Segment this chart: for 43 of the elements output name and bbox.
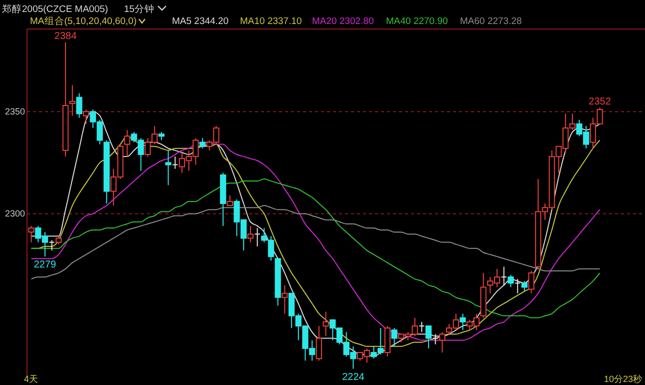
chart-title: 郑醇2005(CZCE MA005) bbox=[2, 3, 108, 15]
candlestick bbox=[247, 225, 254, 243]
candlestick bbox=[28, 225, 34, 243]
candlestick bbox=[124, 130, 130, 158]
y-tick-label: 2350 bbox=[4, 106, 25, 117]
chart-subtitle: 15分钟 bbox=[124, 3, 155, 15]
candlestick bbox=[418, 321, 425, 333]
line-series bbox=[30, 178, 600, 318]
candlestick bbox=[500, 266, 507, 286]
annotation: 2384 bbox=[54, 31, 78, 42]
candlestick bbox=[199, 138, 206, 149]
candlestick bbox=[226, 194, 233, 206]
candlestick bbox=[172, 156, 178, 170]
annotation: 2279 bbox=[34, 260, 57, 271]
candlestick bbox=[83, 109, 90, 124]
annotation: 4天 bbox=[24, 374, 38, 384]
candlestick bbox=[316, 325, 322, 362]
text: 10分23秒 bbox=[604, 374, 642, 384]
candlestick bbox=[282, 284, 288, 314]
candlestick bbox=[521, 280, 528, 292]
candlestick bbox=[76, 92, 82, 118]
annotation: 2352 bbox=[588, 96, 612, 108]
text: MA40 2270.90 bbox=[386, 16, 448, 27]
y-tick-label: 2300 bbox=[4, 208, 25, 219]
candlestick bbox=[460, 313, 466, 331]
candlestick bbox=[508, 274, 514, 288]
candlestick bbox=[528, 270, 534, 294]
candlestick bbox=[439, 332, 446, 354]
candlestick bbox=[48, 240, 55, 251]
candlestick bbox=[432, 334, 438, 345]
candlestick bbox=[69, 84, 76, 116]
candlestick bbox=[254, 227, 260, 247]
candlestick bbox=[425, 325, 432, 349]
candlestick bbox=[322, 311, 329, 337]
text: MA10 2337.10 bbox=[240, 16, 302, 27]
text: MA组合(5,10,20,40,60,0) bbox=[30, 15, 137, 27]
text: MA20 2302.80 bbox=[312, 16, 374, 27]
candlestick bbox=[391, 328, 398, 347]
candlestick bbox=[165, 150, 172, 186]
text: MA5 2344.20 bbox=[172, 16, 229, 27]
text: MA60 2273.28 bbox=[460, 16, 522, 27]
annotation: 2224 bbox=[342, 372, 365, 383]
candlestick bbox=[514, 278, 521, 294]
